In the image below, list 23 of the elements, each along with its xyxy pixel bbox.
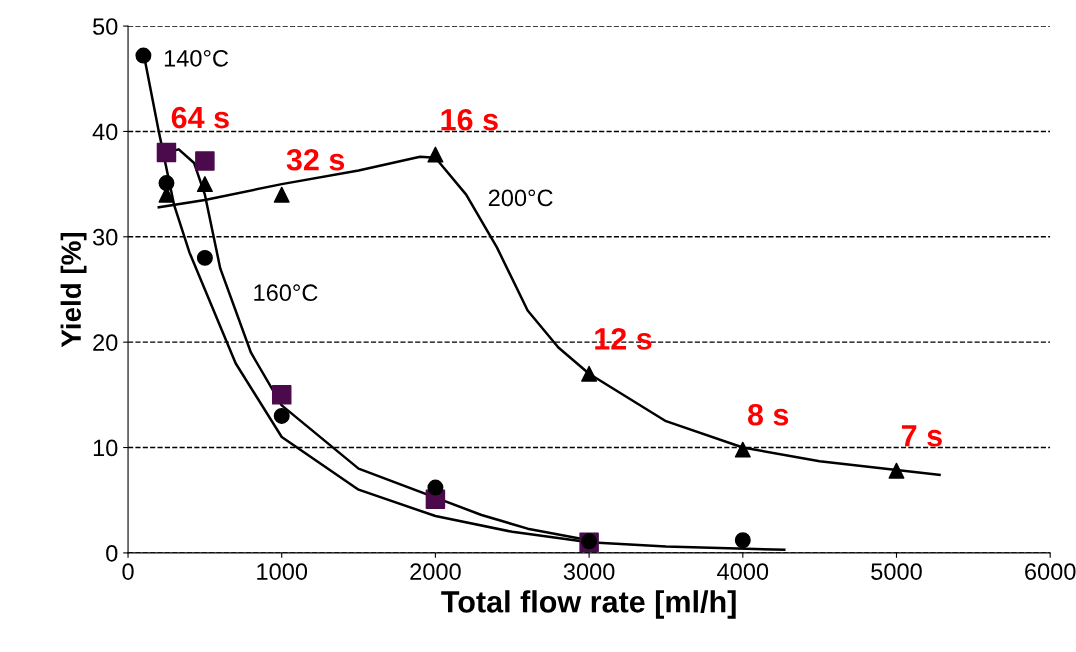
- annotation: 16 s: [441, 108, 498, 131]
- annotation: 140°C: [164, 49, 229, 67]
- y-tick-label: 50: [93, 18, 118, 35]
- annotation: 160°C: [254, 284, 318, 302]
- x-axis-title: Total flow rate [ml/h]: [441, 590, 736, 619]
- x-tick-label: 3000: [563, 563, 615, 580]
- x-tick-label: 0: [122, 563, 134, 580]
- annotation: 64 s: [171, 106, 229, 129]
- x-tick-label: 6000: [1025, 563, 1076, 580]
- y-tick-label: 20: [93, 334, 118, 351]
- annotation: 8 s: [747, 403, 789, 426]
- x-tick-label: 2000: [410, 563, 461, 580]
- y-tick-label: 40: [92, 123, 118, 141]
- annotation: 32 s: [286, 148, 345, 171]
- annotation: 7 s: [901, 425, 942, 447]
- x-tick-label: 5000: [871, 563, 922, 580]
- y-tick-label: 0: [106, 544, 118, 562]
- x-tick-label: 1000: [257, 563, 308, 580]
- y-tick-label: 30: [92, 228, 118, 246]
- annotation: 200°C: [488, 189, 553, 207]
- y-axis-title: Yield [%]: [60, 232, 87, 348]
- x-tick-label: 4000: [717, 563, 769, 580]
- y-tick-label: 10: [93, 439, 118, 457]
